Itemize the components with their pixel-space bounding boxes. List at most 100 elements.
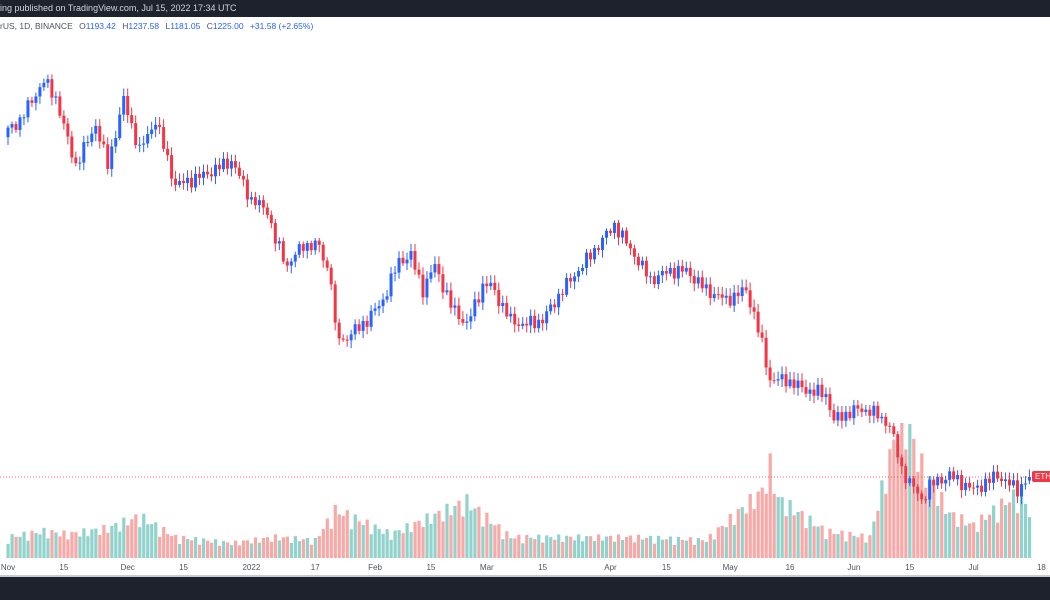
high-value: 1237.58 xyxy=(128,21,160,31)
volume-bar xyxy=(225,542,230,558)
volume-bar xyxy=(904,449,908,558)
candle-body xyxy=(836,412,840,421)
volume-bar xyxy=(680,539,685,558)
candle-body xyxy=(365,320,369,327)
candle-body xyxy=(608,230,612,233)
candle-body xyxy=(521,323,525,326)
volume-bar xyxy=(62,530,66,558)
candle-body xyxy=(285,261,289,266)
candle-body xyxy=(948,471,952,480)
candlestick-chart[interactable] xyxy=(0,0,1050,575)
candle-body xyxy=(740,287,744,297)
volume-bar xyxy=(14,536,18,558)
candle-body xyxy=(1000,478,1004,482)
candle-body xyxy=(545,311,549,324)
candle-body xyxy=(704,284,708,289)
volume-bar xyxy=(269,541,274,558)
candle-body xyxy=(66,123,70,137)
volume-bar xyxy=(46,538,50,558)
candle-body xyxy=(433,264,437,273)
volume-bar xyxy=(612,541,617,558)
candle-body xyxy=(924,499,928,501)
candle-body xyxy=(46,79,50,83)
candle-body xyxy=(585,252,589,268)
volume-bar xyxy=(313,537,317,558)
volume-bar xyxy=(980,514,984,558)
volume-bar xyxy=(10,534,14,558)
candle-body xyxy=(812,389,816,396)
candle-body xyxy=(565,277,569,295)
candle-body xyxy=(628,243,632,249)
volume-bar xyxy=(429,523,433,558)
candle-body xyxy=(916,486,920,494)
volume-bar xyxy=(202,538,206,558)
open-label: O xyxy=(79,21,86,31)
candle-body xyxy=(409,251,413,260)
volume-bar xyxy=(748,494,752,558)
candle-body xyxy=(30,100,34,103)
volume-bar xyxy=(54,532,58,558)
x-tick-label: Nov xyxy=(0,563,16,572)
volume-bar xyxy=(409,532,413,558)
volume-bar xyxy=(573,540,577,558)
volume-bar xyxy=(58,536,62,558)
volume-bar xyxy=(616,534,621,558)
candle-body xyxy=(217,164,221,170)
volume-bar xyxy=(190,540,194,558)
candle-body xyxy=(1023,483,1027,485)
volume-bar xyxy=(644,537,649,558)
candle-body xyxy=(808,389,812,394)
candle-body xyxy=(776,379,780,381)
x-tick-label: Mar xyxy=(479,563,494,572)
candle-body xyxy=(597,248,601,250)
volume-bar xyxy=(70,531,74,558)
volume-bar xyxy=(357,521,361,558)
volume-bar xyxy=(924,487,928,558)
volume-bar xyxy=(684,540,688,558)
candle-body xyxy=(425,278,429,298)
candle-body xyxy=(186,177,190,184)
candle-body xyxy=(6,127,10,138)
candle-body xyxy=(676,265,680,279)
candle-body xyxy=(317,240,321,245)
candle-body xyxy=(313,240,317,251)
candle-body xyxy=(26,100,30,118)
volume-bar xyxy=(373,524,377,558)
candle-body xyxy=(692,276,696,284)
volume-bar xyxy=(984,519,988,558)
volume-bar xyxy=(134,514,138,558)
volume-bar xyxy=(289,542,293,558)
volume-bar xyxy=(217,545,222,558)
x-tick-label: 15 xyxy=(661,563,671,572)
candle-body xyxy=(134,123,138,146)
volume-bar xyxy=(397,530,401,558)
volume-bar xyxy=(82,528,86,558)
volume-bar xyxy=(796,511,800,558)
volume-bar xyxy=(832,533,836,558)
volume-bar xyxy=(317,536,321,558)
volume-bar xyxy=(377,529,381,558)
volume-bar xyxy=(130,519,134,558)
candle-body xyxy=(840,412,844,421)
volume-bar xyxy=(992,505,996,558)
candle-body xyxy=(748,290,752,308)
candle-body xyxy=(130,115,134,124)
candle-body xyxy=(728,295,732,306)
volume-bar xyxy=(18,536,22,558)
volume-bar xyxy=(704,541,708,558)
volume-bar xyxy=(740,507,744,558)
volume-bar xyxy=(469,510,473,558)
candle-body xyxy=(708,284,712,299)
volume-bar xyxy=(732,524,736,558)
candle-body xyxy=(569,277,573,282)
candle-body xyxy=(852,405,856,419)
volume-bar xyxy=(1015,513,1020,558)
candle-body xyxy=(988,478,992,483)
candle-body xyxy=(206,171,209,175)
candle-body xyxy=(509,313,513,317)
volume-bar xyxy=(585,536,589,558)
volume-bar xyxy=(229,545,234,558)
candle-body xyxy=(237,167,241,176)
candle-body xyxy=(652,276,656,285)
volume-bar xyxy=(872,521,876,558)
